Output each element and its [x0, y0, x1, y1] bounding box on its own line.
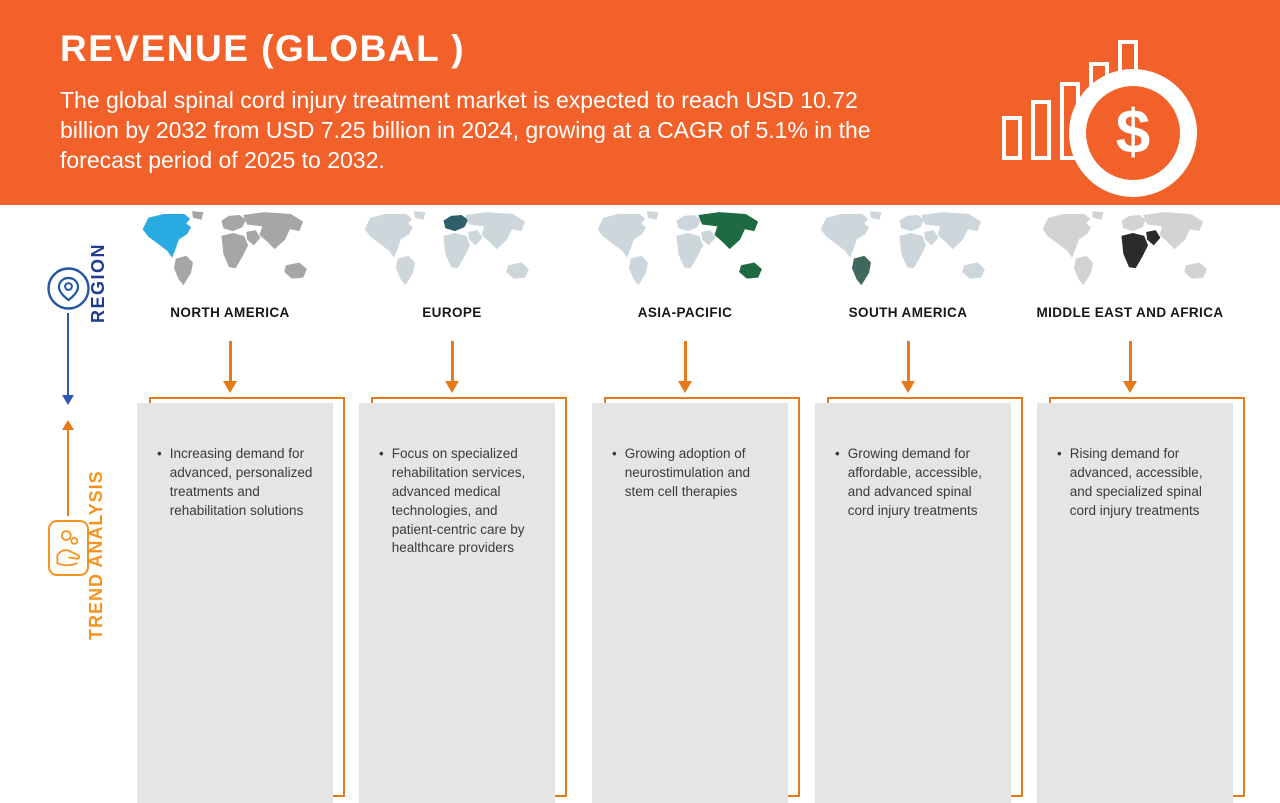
bullet-glyph: •	[157, 446, 162, 461]
trend-card: • Rising demand for advanced, accessible…	[1037, 397, 1247, 803]
map-pin-icon	[46, 266, 91, 311]
hand-coins-icon	[48, 520, 89, 576]
down-arrow-icon	[1025, 341, 1235, 395]
region-column-north-america: NORTH AMERICA • Increasing demand for ad…	[125, 205, 345, 803]
world-map-slot	[813, 208, 1003, 296]
trend-card: • Growing demand for affordable, accessi…	[815, 397, 1025, 803]
world-map-icon	[597, 211, 762, 286]
trend-text: Rising demand for advanced, accessible, …	[1069, 446, 1203, 518]
region-label: SOUTH AMERICA	[848, 305, 968, 320]
world-map-icon	[1042, 211, 1207, 286]
region-connector-arrow	[61, 313, 75, 405]
world-map-slot	[1035, 208, 1225, 296]
region-label: EUROPE	[422, 305, 482, 320]
region-label: ASIA-PACIFIC	[637, 305, 733, 320]
page-title: REVENUE (GLOBAL )	[60, 28, 466, 69]
bullet-glyph: •	[379, 446, 384, 461]
trend-text: Growing demand for affordable, accessibl…	[847, 446, 982, 518]
trend-card-body: • Growing demand for affordable, accessi…	[815, 403, 1011, 803]
trend-card-body: • Growing adoption of neurostimulation a…	[592, 403, 788, 803]
trend-axis-label: TREND ANALYSIS	[86, 470, 106, 641]
bullet-glyph: •	[835, 446, 840, 461]
region-label: NORTH AMERICA	[170, 305, 290, 320]
trend-card: • Growing adoption of neurostimulation a…	[592, 397, 802, 803]
header-banner: REVENUE (GLOBAL ) The global spinal cord…	[0, 0, 1280, 205]
trend-card: • Focus on specialized rehabilitation se…	[359, 397, 569, 803]
bullet-glyph: •	[1057, 446, 1062, 461]
trend-card: • Increasing demand for advanced, person…	[137, 397, 347, 803]
region-label: MIDDLE EAST AND AFRICA	[1036, 305, 1224, 320]
world-map-slot	[135, 208, 325, 296]
world-map-slot	[590, 208, 780, 296]
trend-text: Increasing demand for advanced, personal…	[169, 446, 313, 518]
dollar-symbol: $	[1115, 98, 1151, 167]
dollar-coin-inner: $	[1086, 86, 1180, 180]
trend-text: Focus on specialized rehabilitation serv…	[391, 446, 526, 556]
down-arrow-icon	[580, 341, 790, 395]
bullet-glyph: •	[612, 446, 617, 461]
header-description: The global spinal cord injury treatment …	[60, 87, 871, 173]
trend-card-body: • Increasing demand for advanced, person…	[137, 403, 333, 803]
trend-connector-arrow	[61, 420, 75, 516]
down-arrow-icon	[803, 341, 1013, 395]
dollar-coin-icon: $	[1069, 69, 1197, 197]
down-arrow-icon	[347, 341, 557, 395]
region-column-europe: EUROPE • Focus on specialized rehabilita…	[347, 205, 567, 803]
trend-card-body: • Focus on specialized rehabilitation se…	[359, 403, 555, 803]
world-map-icon	[364, 211, 529, 286]
region-column-asia-pacific: ASIA-PACIFIC • Growing adoption of neuro…	[580, 205, 800, 803]
world-map-icon	[142, 211, 307, 286]
down-arrow-icon	[125, 341, 335, 395]
world-map-slot	[357, 208, 547, 296]
trend-text: Growing adoption of neurostimulation and…	[624, 446, 751, 499]
region-column-south-america: SOUTH AMERICA • Growing demand for affor…	[803, 205, 1023, 803]
region-column-middle-east-africa: MIDDLE EAST AND AFRICA • Rising demand f…	[1025, 205, 1245, 803]
world-map-icon	[820, 211, 985, 286]
region-axis-label: REGION	[88, 242, 108, 323]
trend-card-body: • Rising demand for advanced, accessible…	[1037, 403, 1233, 803]
